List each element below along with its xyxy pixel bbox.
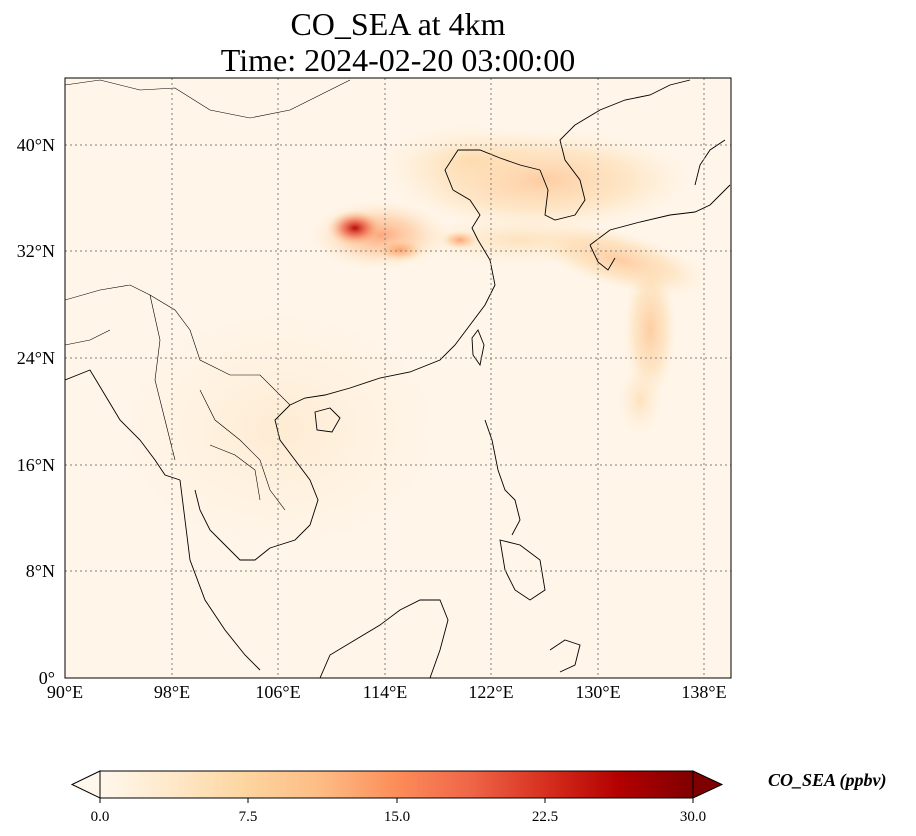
border-3: [199, 389, 286, 511]
y-tick-label: 8°N: [26, 561, 55, 581]
russia-coast: [574, 79, 691, 126]
japan-north: [694, 139, 726, 186]
concentration-field: [120, 125, 708, 550]
y-tick-labels: 0° 8°N 16°N 24°N 32°N 40°N: [17, 135, 55, 688]
vietnam-coast: [269, 404, 319, 549]
x-tick-label: 106°E: [255, 682, 300, 702]
malay-peninsula: [179, 479, 261, 671]
bay-of-bengal-coast: [65, 369, 181, 481]
philippines-mindanao: [499, 539, 546, 601]
taiwan: [471, 329, 485, 367]
map-frame: [64, 77, 732, 679]
colorbar-scale: [99, 770, 694, 799]
map-title: CO_SEA at 4km Time: 2024-02-20 03:00:00: [0, 6, 796, 78]
plume-pacific-tail: [618, 365, 662, 435]
korea-coast: [539, 124, 586, 221]
colorbar-label: CO_SEA (ppbv): [768, 770, 887, 790]
x-tick-label: 138°E: [681, 682, 726, 702]
border-5: [65, 329, 111, 346]
colorbar-tick-label: 30.0: [680, 809, 706, 825]
colorbar: 0.0 7.5 15.0 22.5 30.0: [70, 770, 724, 825]
title-line-1: CO_SEA at 4km: [290, 6, 506, 42]
hainan: [314, 407, 341, 433]
border-2: [149, 294, 176, 461]
japan-kyushu: [589, 244, 616, 271]
coastlines: [65, 79, 731, 678]
x-tick-label: 122°E: [468, 682, 513, 702]
hotspot-east: [440, 230, 480, 250]
border-mongolia: [65, 79, 351, 119]
x-tick-label: 114°E: [363, 682, 408, 702]
colorbar-tick-label: 7.5: [239, 809, 258, 825]
colorbar-tick-label: 22.5: [532, 809, 558, 825]
title-line-2: Time: 2024-02-20 03:00:00: [220, 42, 576, 78]
border-1: [65, 284, 291, 406]
border-4: [209, 444, 261, 501]
sulawesi: [549, 639, 581, 673]
x-tick-label: 130°E: [575, 682, 620, 702]
hotspot-secondary: [374, 238, 426, 262]
haze-region: [120, 310, 440, 550]
colorbar-tick-label: 0.0: [91, 809, 110, 825]
y-tick-label: 24°N: [17, 348, 55, 368]
y-tick-label: 40°N: [17, 135, 55, 155]
gulf-of-thailand: [194, 489, 271, 561]
borneo: [319, 599, 449, 678]
plume-north-china: [380, 125, 560, 195]
bohai-coast: [444, 149, 541, 191]
plume-pacific: [624, 260, 676, 400]
china-coast: [289, 189, 496, 406]
x-tick-label: 98°E: [154, 682, 190, 702]
x-tick-label: 90°E: [47, 682, 83, 702]
y-tick-label: 0°: [39, 668, 55, 688]
hotspot-central-china: [327, 210, 383, 246]
y-tick-label: 32°N: [17, 241, 55, 261]
japan-honshu: [589, 184, 731, 246]
colorbar-extend-min: [70, 770, 101, 799]
x-tick-labels: 90°E 98°E 106°E 114°E 122°E 130°E 138°E: [47, 682, 727, 702]
gridlines: [65, 78, 731, 678]
colorbar-extend-max: [692, 770, 724, 799]
philippines-luzon: [484, 419, 521, 536]
colorbar-tick-label: 15.0: [384, 809, 410, 825]
y-tick-label: 16°N: [17, 455, 55, 475]
